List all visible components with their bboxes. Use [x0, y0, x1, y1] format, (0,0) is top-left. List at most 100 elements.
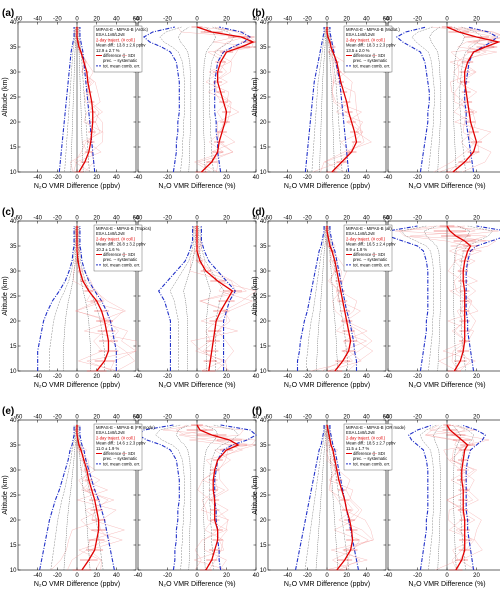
sdi-line	[325, 424, 374, 571]
difference-line	[76, 27, 94, 173]
x-tick-label: 40	[363, 573, 370, 579]
y-tick-label: 35	[260, 443, 267, 449]
systematic-line	[78, 27, 90, 173]
sdi-line	[189, 225, 253, 372]
x-tick-label: -20	[303, 175, 312, 181]
x-tick-top-label: -20	[163, 216, 172, 222]
x-tick-top-label: 20	[223, 17, 230, 23]
tot-err-line-negative	[137, 424, 180, 571]
legend-sdi: SDI	[378, 252, 385, 257]
x-tick-top-label: 20	[473, 216, 480, 222]
y-tick-label: 20	[10, 319, 17, 325]
y-tick-label: 15	[260, 543, 267, 549]
legend-line: 2-day traject. (# coll.)	[346, 236, 386, 241]
sdi-line	[175, 424, 256, 571]
sdi-line	[162, 424, 244, 571]
x-tick-label: -40	[134, 374, 143, 380]
x-tick-label: 20	[223, 573, 230, 579]
x-axis-label: N₂O VMR Difference (%)	[158, 581, 235, 588]
x-tick-top-label: 20	[343, 17, 350, 23]
sdi-line	[194, 26, 257, 173]
x-tick-label: -20	[163, 175, 172, 181]
sdi-line	[193, 225, 247, 372]
x-tick-label: -20	[163, 374, 172, 380]
sdi-line	[425, 424, 478, 571]
x-tick-label: 40	[113, 573, 120, 579]
x-tick-label: 20	[343, 175, 350, 181]
sdi-line	[429, 424, 490, 571]
legend: MIPAS-E - MIPAS-B (OR mode)ESA L1v8/L2v8…	[343, 423, 406, 471]
x-tick-label: -20	[53, 374, 62, 380]
legend-line: Mean diff.: 26.8 ± 3.2 ppbv	[96, 242, 146, 247]
x-axis-label: N₂O VMR Difference (%)	[408, 382, 485, 389]
y-tick-label: 20	[10, 518, 17, 524]
x-tick-top-label: 60	[133, 415, 140, 421]
difference-line	[446, 225, 472, 372]
sdi-line	[433, 26, 500, 173]
x-tick-top-label: 20	[343, 415, 350, 421]
legend-line: MIPAS-E - MIPAS-B (all)	[346, 226, 392, 231]
sdi-line	[325, 424, 363, 571]
x-tick-top-label: -60	[264, 17, 273, 23]
sdi-line	[325, 424, 369, 571]
y-tick-label: 40	[10, 418, 17, 424]
x-tick-label: 20	[223, 175, 230, 181]
legend-difference: difference ()	[103, 451, 126, 456]
x-tick-top-label: -40	[384, 17, 393, 23]
y-tick-label: 35	[260, 45, 267, 51]
x-tick-top-label: 0	[195, 216, 199, 222]
tot-err-line-positive	[465, 225, 500, 372]
systematic-line	[419, 424, 437, 571]
precision-line	[327, 27, 335, 173]
precision-line	[433, 424, 443, 571]
x-tick-label: -40	[33, 573, 42, 579]
x-tick-top-label: 0	[195, 415, 199, 421]
x-tick-top-label: 20	[93, 415, 100, 421]
x-tick-label: 40	[253, 573, 260, 579]
legend-line: 13.5 ± 2.0 %	[346, 48, 370, 53]
x-tick-label: -20	[413, 573, 422, 579]
sdi-line	[189, 424, 244, 571]
x-tick-label: 0	[325, 175, 329, 181]
x-tick-top-label: -20	[53, 216, 62, 222]
right-subplot: -40 -20 0 20 40 -40 -20 0 20 40 N₂O VMR Difference…	[93, 415, 260, 588]
y-tick-label: 30	[260, 269, 267, 275]
y-tick-label: 10	[10, 170, 17, 176]
x-tick-top-label: -60	[264, 216, 273, 222]
y-tick-label: 10	[10, 568, 17, 574]
x-tick-top-label: 20	[343, 216, 350, 222]
x-tick-label: 0	[75, 374, 79, 380]
x-tick-top-label: 60	[133, 216, 140, 222]
legend-line: MIPAS-E - MIPAS-B (Midlat.)	[346, 27, 400, 32]
right-subplot: -40 -20 0 20 40 -40 -20 0 20 40 N₂O VMR Difference…	[343, 216, 500, 389]
legend-line: 2-day traject. (# coll.)	[346, 37, 386, 42]
precision-line	[202, 26, 216, 173]
tot-err-line-positive	[329, 226, 358, 371]
sdi-line	[395, 225, 487, 372]
difference-line	[196, 424, 240, 571]
x-tick-top-label: -60	[14, 17, 23, 23]
y-axis-label: Altitude (km)	[2, 77, 9, 116]
y-tick-label: 15	[10, 145, 17, 151]
x-tick-label: 40	[363, 374, 370, 380]
x-tick-top-label: 20	[223, 415, 230, 421]
y-tick-label: 20	[10, 120, 17, 126]
x-tick-label: 20	[223, 374, 230, 380]
sdi-line	[197, 26, 257, 173]
systematic-line	[328, 226, 348, 371]
legend-line: ESA L1v8/L2v8	[96, 231, 125, 236]
legend-line: 2-day traject. (# coll.)	[96, 435, 136, 440]
legend-tot-err: tot. mean comb. err.	[353, 63, 390, 68]
sdi-line	[398, 225, 476, 372]
plot-frame	[387, 419, 500, 571]
systematic-line	[169, 226, 195, 371]
precision-line	[70, 27, 77, 173]
legend-line: 11.5 ± 1.7 %	[346, 446, 369, 451]
tot-err-line-negative	[395, 26, 430, 173]
y-tick-label: 15	[260, 344, 267, 350]
